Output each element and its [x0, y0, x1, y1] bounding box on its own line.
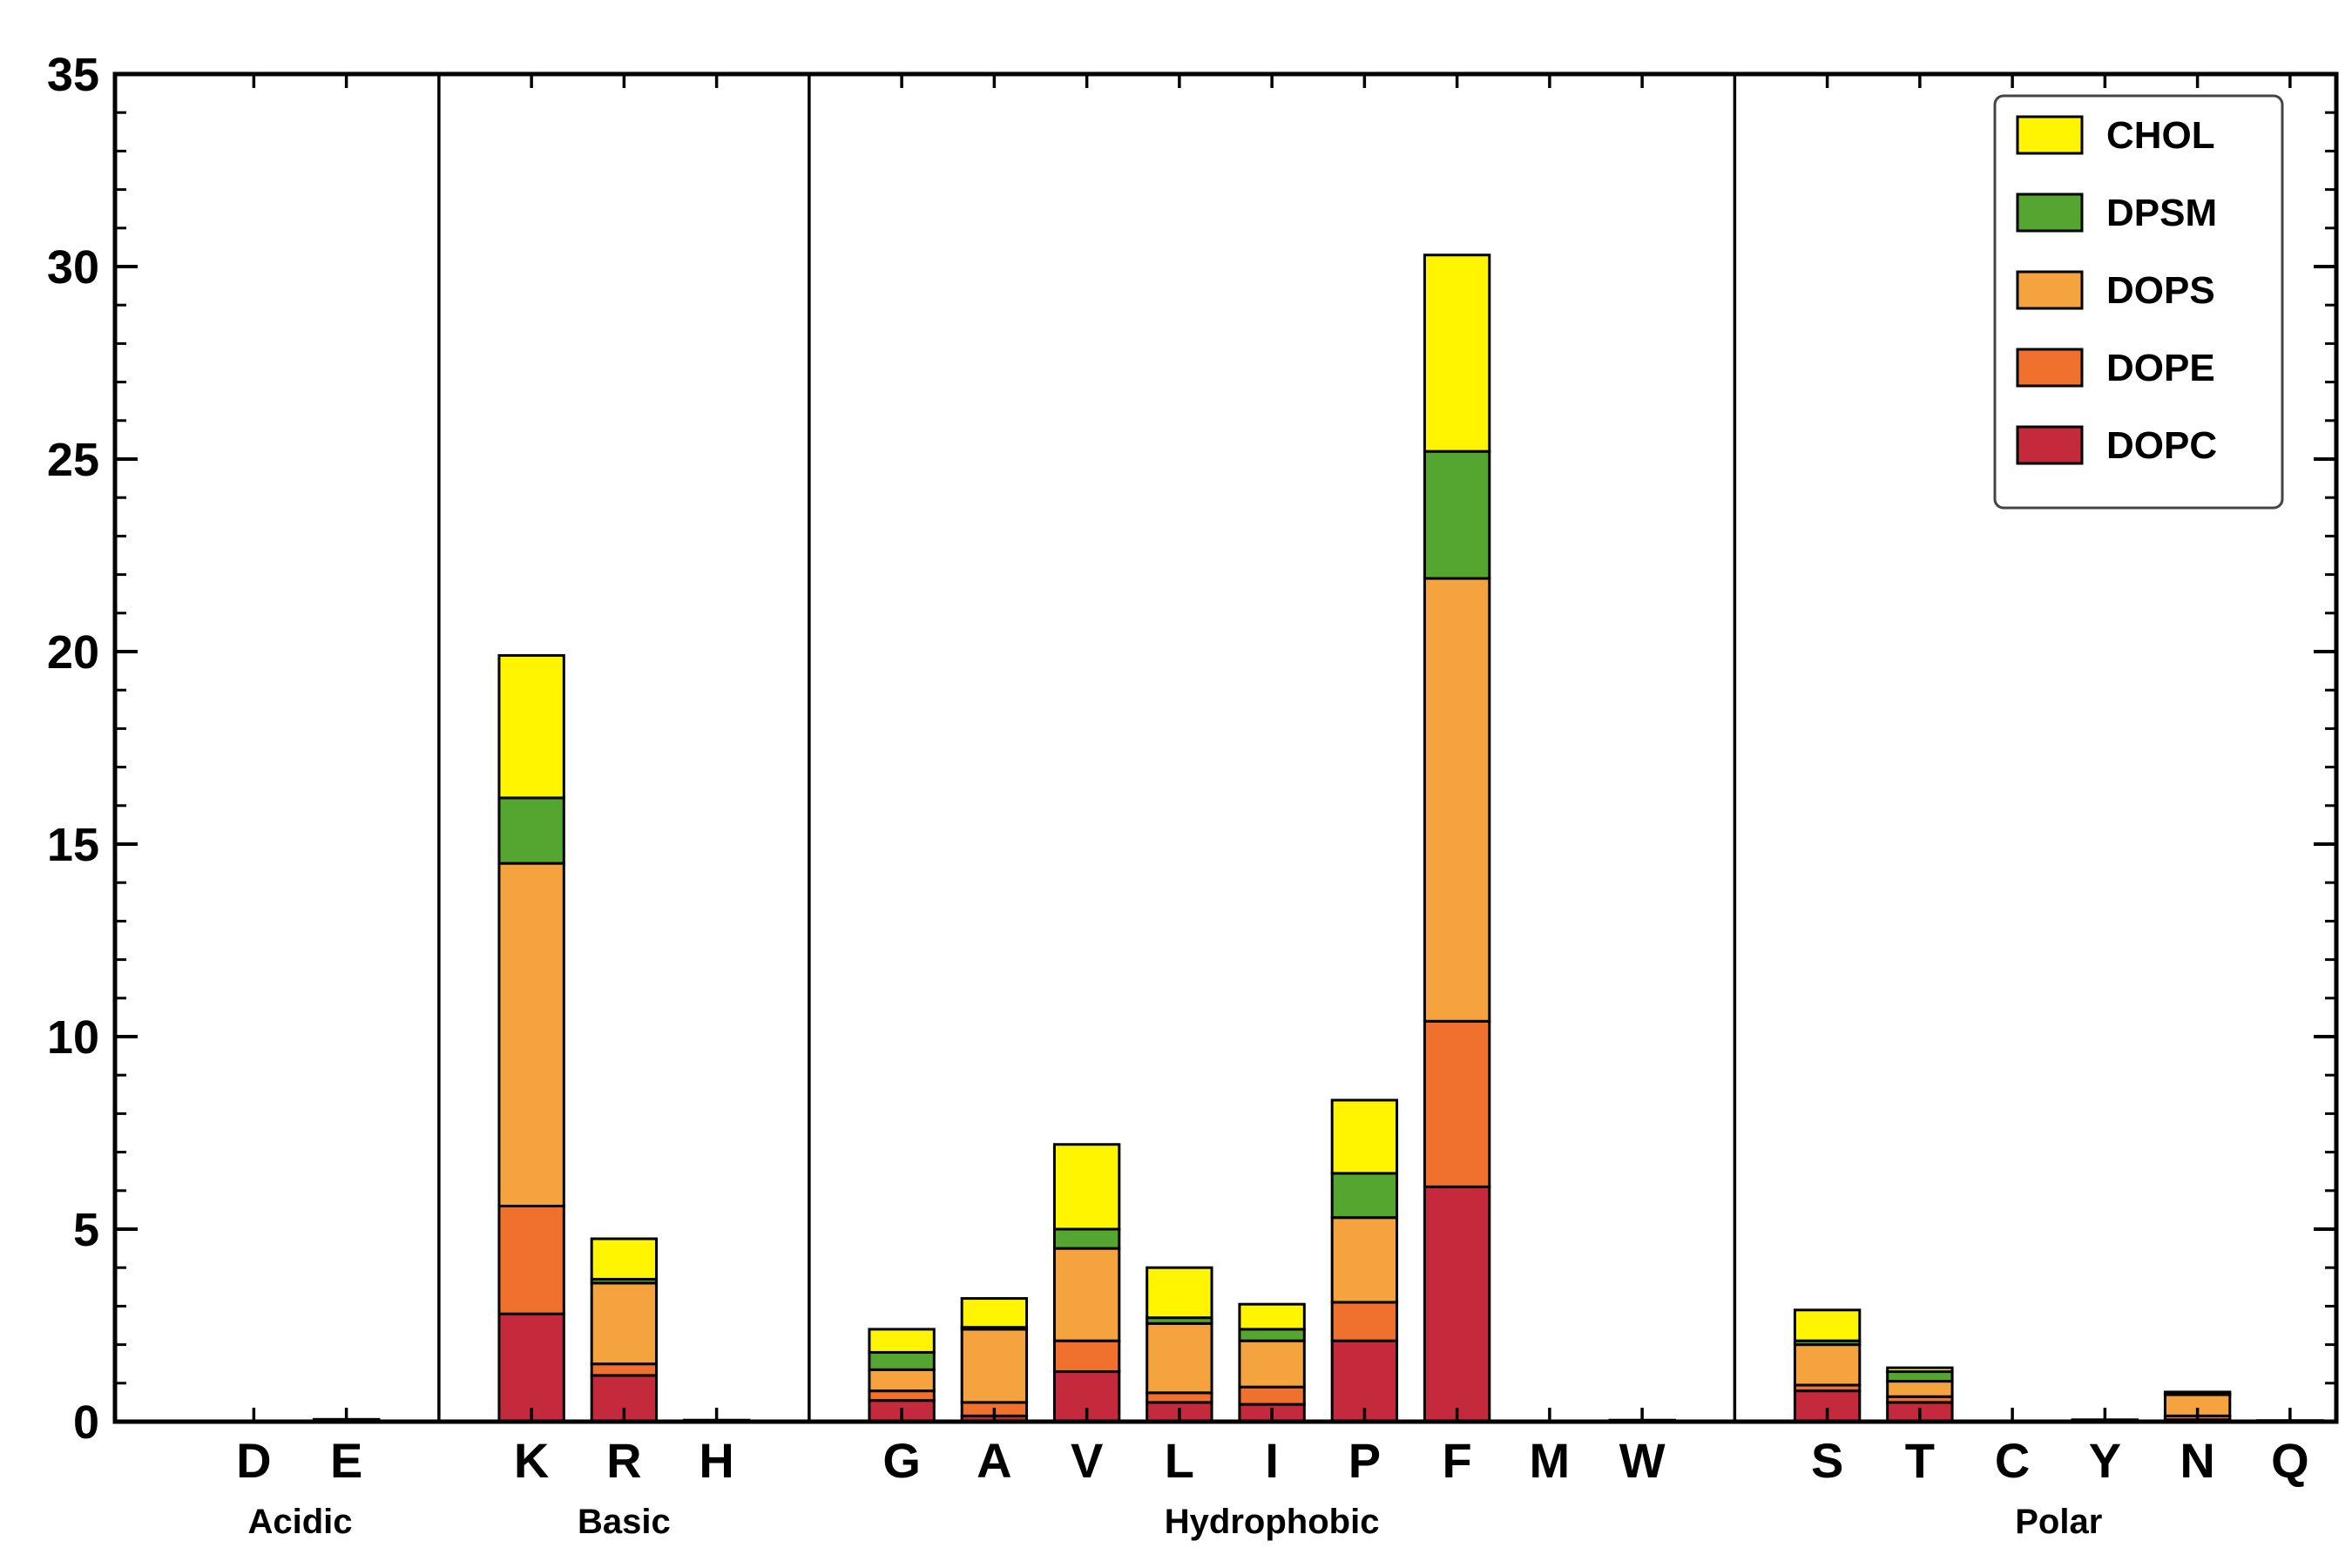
bar-segment-I-CHOL: [1238, 1302, 1306, 1331]
bar-segment-R-DOPE: [590, 1362, 659, 1377]
bar-segment-F-DOPE: [1423, 1019, 1491, 1188]
bar-segment-G-DOPE: [868, 1389, 936, 1402]
bar-segment-R-DOPS: [590, 1281, 659, 1366]
legend-label-DPSM: DPSM: [2106, 192, 2217, 234]
x-tick-label-C: C: [1995, 1433, 2030, 1488]
group-label-Acidic: Acidic: [247, 1503, 352, 1541]
bar-segment-G-DOPS: [868, 1368, 936, 1393]
bar-segment-A-CHOL: [960, 1297, 1029, 1329]
legend-label-DOPS: DOPS: [2106, 269, 2215, 312]
bar-segment-V-CHOL: [1052, 1143, 1121, 1231]
legend-swatch-DOPE: [2016, 348, 2084, 388]
group-label-Polar: Polar: [2015, 1503, 2102, 1541]
bar-segment-P-DOPS: [1330, 1216, 1399, 1304]
bar-segment-K-CHOL: [497, 653, 565, 800]
x-tick-label-H: H: [699, 1433, 733, 1488]
bar-segment-I-DOPE: [1238, 1385, 1306, 1406]
legend-label-DOPE: DOPE: [2106, 347, 2215, 389]
x-tick-label-K: K: [514, 1433, 549, 1488]
bar-segment-K-DOPE: [497, 1204, 565, 1315]
bar-segment-G-CHOL: [868, 1328, 936, 1354]
bar-segment-P-DOPE: [1330, 1301, 1399, 1342]
x-tick-label-W: W: [1619, 1433, 1666, 1488]
bar-segment-S-DOPS: [1793, 1343, 1862, 1387]
x-tick-label-N: N: [2180, 1433, 2214, 1488]
y-tick-label-30: 30: [47, 241, 99, 294]
x-tick-label-Y: Y: [2089, 1433, 2121, 1488]
bar-segment-V-DPSM: [1052, 1227, 1121, 1250]
legend-swatch-DPSM: [2016, 193, 2084, 233]
y-tick-label-10: 10: [47, 1011, 99, 1064]
bar-segment-F-DOPC: [1423, 1185, 1491, 1423]
bar-segment-S-CHOL: [1793, 1308, 1862, 1342]
x-tick-label-V: V: [1071, 1433, 1103, 1488]
y-tick-label-35: 35: [47, 49, 99, 101]
bar-segment-G-DPSM: [868, 1350, 936, 1371]
bar-segment-P-CHOL: [1330, 1098, 1399, 1175]
bar-segment-P-DPSM: [1330, 1172, 1399, 1220]
x-tick-label-L: L: [1165, 1433, 1194, 1488]
bar-segment-F-DOPS: [1423, 577, 1491, 1023]
group-label-Basic: Basic: [578, 1503, 671, 1541]
bar-segment-T-DPSM: [1886, 1370, 1954, 1383]
bar-segment-F-CHOL: [1423, 253, 1491, 453]
x-tick-label-G: G: [882, 1433, 921, 1488]
bar-segment-V-DOPE: [1052, 1339, 1121, 1374]
legend-swatch-DOPC: [2016, 425, 2084, 465]
bar-segment-K-DPSM: [497, 796, 565, 865]
bar-segment-R-CHOL: [590, 1237, 659, 1281]
x-tick-label-F: F: [1443, 1433, 1472, 1488]
bar-segment-T-CHOL: [1886, 1366, 1954, 1374]
bar-segment-N-CHOL: [2163, 1390, 2232, 1396]
bar-segment-V-DOPS: [1052, 1247, 1121, 1342]
x-tick-label-M: M: [1530, 1433, 1571, 1488]
y-tick-label-25: 25: [47, 434, 99, 486]
bar-segment-K-DOPS: [497, 862, 565, 1207]
bar-segment-I-DOPS: [1238, 1339, 1306, 1389]
y-tick-label-20: 20: [47, 626, 99, 679]
bar-segment-A-DOPS: [960, 1328, 1029, 1404]
plot-border: [112, 71, 2339, 1424]
bar-segment-F-DPSM: [1423, 449, 1491, 580]
x-tick-label-Q: Q: [2271, 1433, 2309, 1488]
bar-segment-L-CHOL: [1146, 1266, 1213, 1320]
x-tick-label-S: S: [1811, 1433, 1843, 1488]
legend-swatch-DOPS: [2016, 270, 2084, 310]
legend-swatch-CHOL: [2016, 115, 2084, 155]
legend-label-DOPC: DOPC: [2106, 424, 2217, 467]
bar-segment-I-DPSM: [1238, 1328, 1306, 1342]
bar-segment-K-DOPC: [497, 1312, 565, 1423]
y-tick-label-0: 0: [73, 1396, 99, 1449]
group-label-Hydrophobic: Hydrophobic: [1165, 1503, 1380, 1541]
x-tick-label-I: I: [1265, 1433, 1279, 1488]
legend-label-CHOL: CHOL: [2106, 114, 2215, 157]
x-tick-label-R: R: [606, 1433, 641, 1488]
x-tick-label-A: A: [977, 1433, 1011, 1488]
y-tick-label-5: 5: [73, 1204, 99, 1256]
x-tick-label-D: D: [236, 1433, 271, 1488]
bar-segment-L-DOPS: [1146, 1321, 1213, 1395]
bar-segment-T-DOPS: [1886, 1380, 1954, 1398]
x-tick-label-E: E: [330, 1433, 362, 1488]
x-tick-label-T: T: [1905, 1433, 1935, 1488]
bar-segment-L-DOPE: [1146, 1391, 1213, 1404]
x-tick-label-P: P: [1348, 1433, 1381, 1488]
y-tick-label-15: 15: [47, 819, 99, 871]
